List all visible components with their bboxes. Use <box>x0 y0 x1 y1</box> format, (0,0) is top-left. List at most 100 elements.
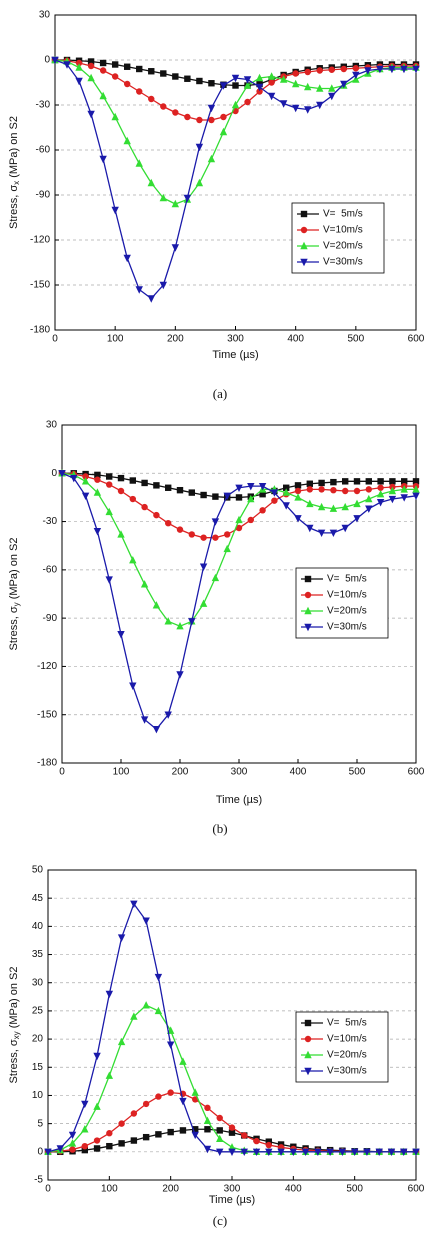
marker <box>117 474 125 482</box>
marker <box>111 61 119 68</box>
legend-label: V=30m/s <box>323 257 363 268</box>
y-tick-label: -120 <box>30 235 50 246</box>
marker <box>291 104 300 113</box>
marker <box>136 65 143 73</box>
legend-label: V=20m/s <box>323 241 363 252</box>
marker <box>365 478 372 485</box>
x-tick-label: 200 <box>172 767 189 778</box>
marker <box>400 1148 408 1157</box>
caption: (a) <box>213 386 227 401</box>
marker <box>377 478 384 485</box>
marker <box>259 491 266 498</box>
marker <box>352 71 360 80</box>
x-tick-label: 600 <box>408 767 425 778</box>
marker <box>142 1100 150 1108</box>
marker <box>353 487 361 495</box>
marker <box>152 726 161 734</box>
marker <box>153 511 160 519</box>
x-axis-label: Time (µs) <box>216 794 262 806</box>
marker <box>147 295 155 303</box>
x-axis-label: Time (µs) <box>209 1194 255 1206</box>
marker <box>306 524 314 533</box>
marker <box>164 617 172 625</box>
marker <box>328 92 336 101</box>
marker <box>340 80 348 89</box>
marker <box>294 482 302 489</box>
x-tick-label: 500 <box>347 334 364 345</box>
marker <box>130 900 138 909</box>
marker <box>99 59 107 67</box>
marker <box>389 478 396 485</box>
marker <box>188 531 195 538</box>
marker <box>326 1148 334 1157</box>
marker <box>123 254 131 263</box>
marker <box>268 79 275 86</box>
marker <box>196 116 203 124</box>
marker <box>294 515 302 523</box>
marker <box>179 1127 187 1134</box>
marker <box>412 485 420 493</box>
marker <box>265 1138 272 1145</box>
y-tick-label: 35 <box>32 949 44 960</box>
y-tick-label: -60 <box>36 145 51 156</box>
marker <box>401 478 408 485</box>
marker <box>400 494 408 502</box>
marker <box>243 81 252 89</box>
x-tick-label: 0 <box>52 334 58 345</box>
marker <box>301 1148 310 1157</box>
marker <box>304 106 312 114</box>
marker <box>155 1131 162 1138</box>
marker <box>93 1102 101 1110</box>
marker <box>130 1137 138 1144</box>
marker <box>111 206 119 215</box>
y-tick-label: -120 <box>37 661 57 672</box>
marker <box>75 77 83 86</box>
marker <box>99 91 107 100</box>
marker <box>363 1148 371 1157</box>
marker <box>376 65 384 74</box>
marker <box>353 515 361 523</box>
marker <box>235 515 243 524</box>
y-tick-label: -90 <box>36 190 51 201</box>
legend-box <box>295 1011 389 1083</box>
marker <box>314 1148 322 1157</box>
y-tick-label: -90 <box>43 613 58 624</box>
y-axis-label-text: (MPa) on S2 <box>8 116 20 181</box>
marker <box>68 1131 77 1140</box>
marker <box>318 479 325 487</box>
legend-marker <box>304 1050 312 1059</box>
marker <box>235 494 243 501</box>
marker <box>70 474 78 483</box>
marker <box>328 66 335 73</box>
marker <box>176 486 184 494</box>
y-axis-label-text: Stress, σ <box>8 606 20 650</box>
x-tick-label: 200 <box>162 1184 179 1195</box>
plot-frame <box>61 424 417 764</box>
marker <box>188 618 196 626</box>
marker <box>87 58 95 65</box>
marker <box>142 917 150 925</box>
marker <box>192 1126 199 1133</box>
marker <box>129 495 136 503</box>
marker <box>87 73 95 82</box>
marker <box>172 109 179 116</box>
marker <box>165 519 172 527</box>
marker <box>211 573 220 582</box>
marker <box>117 487 125 495</box>
marker <box>243 76 252 84</box>
marker <box>252 1148 261 1157</box>
marker <box>330 478 337 486</box>
marker <box>256 88 263 95</box>
marker <box>117 530 125 538</box>
marker <box>56 1145 64 1153</box>
marker <box>203 1116 212 1125</box>
legend-label: V=20m/s <box>327 1050 367 1061</box>
marker <box>199 599 208 607</box>
y-axis-label: Stress, σx (MPa) on S2 <box>8 116 21 229</box>
marker <box>353 499 361 508</box>
y-tick-label: -60 <box>43 564 58 575</box>
marker <box>171 199 180 208</box>
y-tick-label: -30 <box>43 516 58 527</box>
legend-label: V=10m/s <box>327 590 367 601</box>
y-tick-label: -180 <box>30 325 50 336</box>
